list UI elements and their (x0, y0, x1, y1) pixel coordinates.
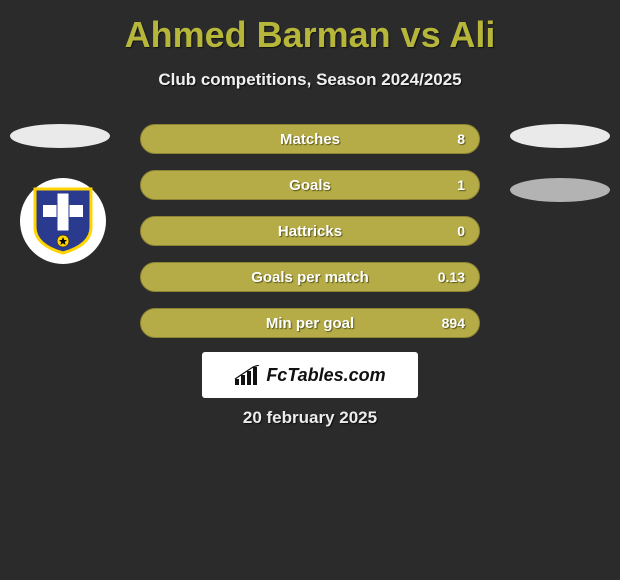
stat-value: 0.13 (438, 269, 465, 285)
stat-row-goals-per-match: Goals per match 0.13 (140, 262, 480, 292)
player-right-avatar-placeholder-1 (510, 124, 610, 148)
stat-row-goals: Goals 1 (140, 170, 480, 200)
stat-label: Min per goal (266, 315, 354, 332)
stat-value: 8 (457, 131, 465, 147)
stat-label: Hattricks (278, 223, 342, 240)
player-right-avatar-placeholder-2 (510, 178, 610, 202)
stat-value: 894 (442, 315, 465, 331)
stat-row-hattricks: Hattricks 0 (140, 216, 480, 246)
stat-value: 1 (457, 177, 465, 193)
subtitle: Club competitions, Season 2024/2025 (0, 70, 620, 90)
player-left-avatar-placeholder (10, 124, 110, 148)
brand-box[interactable]: FcTables.com (202, 352, 418, 398)
stat-value: 0 (457, 223, 465, 239)
bar-chart-icon (234, 365, 260, 385)
stats-rows: Matches 8 Goals 1 Hattricks 0 Goals per … (140, 124, 480, 354)
stat-label: Matches (280, 131, 340, 148)
stat-row-min-per-goal: Min per goal 894 (140, 308, 480, 338)
stat-label: Goals (289, 177, 331, 194)
page-title: Ahmed Barman vs Ali (0, 0, 620, 56)
date-text: 20 february 2025 (0, 408, 620, 428)
stat-row-matches: Matches 8 (140, 124, 480, 154)
club-badge (20, 178, 106, 264)
shield-icon (33, 187, 93, 255)
brand-text: FcTables.com (266, 365, 385, 386)
stat-label: Goals per match (251, 269, 369, 286)
